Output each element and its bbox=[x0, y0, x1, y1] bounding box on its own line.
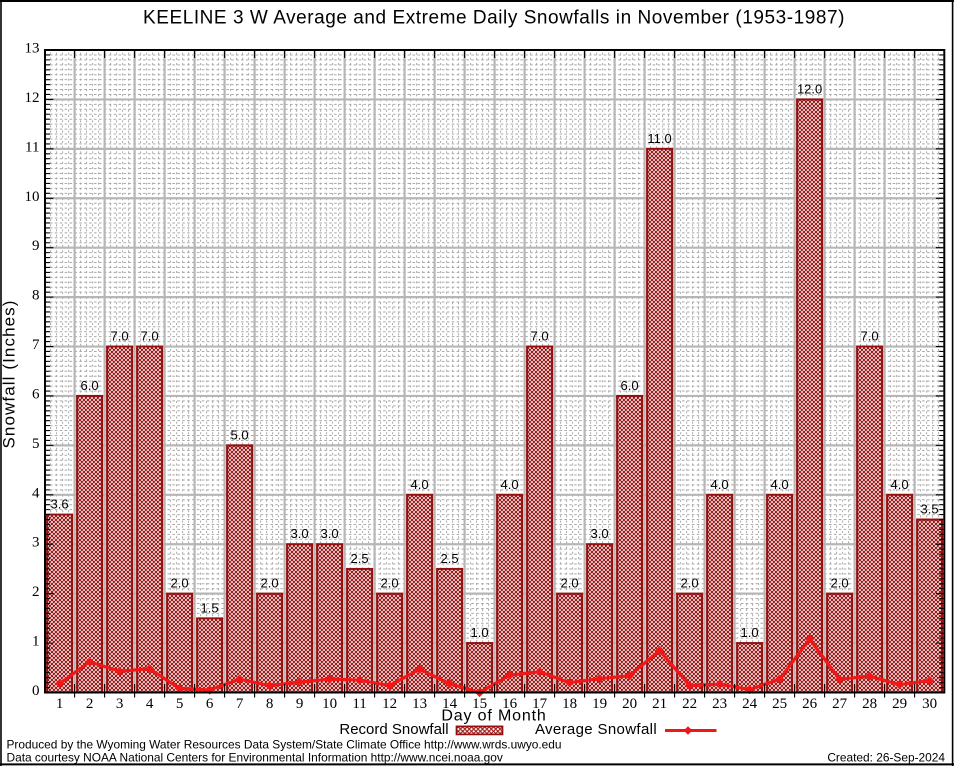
svg-text:5: 5 bbox=[32, 436, 40, 452]
svg-text:5.0: 5.0 bbox=[231, 427, 249, 442]
svg-text:Produced by the Wyoming Water: Produced by the Wyoming Water Resources … bbox=[7, 738, 562, 752]
svg-text:1: 1 bbox=[32, 634, 40, 650]
svg-text:1.0: 1.0 bbox=[741, 625, 759, 640]
svg-text:3.6: 3.6 bbox=[51, 497, 69, 512]
svg-text:3.5: 3.5 bbox=[921, 502, 939, 517]
svg-text:7.0: 7.0 bbox=[531, 329, 549, 344]
svg-text:7: 7 bbox=[236, 696, 244, 712]
svg-text:30: 30 bbox=[922, 696, 937, 712]
svg-text:6: 6 bbox=[32, 386, 40, 402]
svg-text:20: 20 bbox=[622, 696, 637, 712]
svg-text:Data courtesy NOAA National Ce: Data courtesy NOAA National Centers for … bbox=[7, 751, 503, 765]
svg-text:6: 6 bbox=[206, 696, 214, 712]
svg-text:7.0: 7.0 bbox=[141, 329, 159, 344]
svg-text:2.0: 2.0 bbox=[561, 576, 579, 591]
svg-text:1.5: 1.5 bbox=[201, 600, 219, 615]
svg-text:8: 8 bbox=[266, 696, 274, 712]
svg-text:8: 8 bbox=[32, 288, 40, 304]
svg-text:4.0: 4.0 bbox=[501, 477, 519, 492]
svg-text:3.0: 3.0 bbox=[591, 526, 609, 541]
svg-text:7.0: 7.0 bbox=[861, 329, 879, 344]
svg-text:1.0: 1.0 bbox=[471, 625, 489, 640]
svg-text:11: 11 bbox=[25, 139, 39, 155]
svg-text:29: 29 bbox=[892, 696, 907, 712]
svg-text:Snowfall (Inches): Snowfall (Inches) bbox=[0, 299, 19, 448]
svg-text:14: 14 bbox=[442, 696, 458, 712]
svg-text:KEELINE 3 W Average and Extrem: KEELINE 3 W Average and Extreme Daily Sn… bbox=[143, 8, 845, 29]
svg-text:7.0: 7.0 bbox=[111, 329, 129, 344]
svg-text:2.5: 2.5 bbox=[351, 551, 369, 566]
svg-text:2.0: 2.0 bbox=[171, 576, 189, 591]
svg-text:18: 18 bbox=[562, 696, 577, 712]
svg-text:2.5: 2.5 bbox=[441, 551, 459, 566]
svg-text:4.0: 4.0 bbox=[891, 477, 909, 492]
svg-text:3: 3 bbox=[116, 696, 124, 712]
svg-text:28: 28 bbox=[862, 696, 877, 712]
svg-text:11: 11 bbox=[352, 696, 366, 712]
svg-text:2.0: 2.0 bbox=[681, 576, 699, 591]
svg-text:11.0: 11.0 bbox=[647, 131, 671, 146]
svg-text:Day of Month: Day of Month bbox=[441, 707, 546, 724]
svg-text:3.0: 3.0 bbox=[291, 526, 309, 541]
svg-text:26: 26 bbox=[802, 696, 818, 712]
svg-text:10: 10 bbox=[322, 696, 337, 712]
svg-text:4.0: 4.0 bbox=[411, 477, 429, 492]
svg-text:Average Snowfall: Average Snowfall bbox=[535, 721, 657, 738]
svg-text:5: 5 bbox=[176, 696, 184, 712]
svg-text:Record Snowfall: Record Snowfall bbox=[339, 721, 448, 738]
svg-text:13: 13 bbox=[25, 41, 40, 57]
svg-text:Created: 26-Sep-2024: Created: 26-Sep-2024 bbox=[827, 751, 945, 765]
svg-text:2: 2 bbox=[86, 696, 94, 712]
svg-text:9: 9 bbox=[32, 238, 40, 254]
svg-text:9: 9 bbox=[296, 696, 304, 712]
svg-text:12: 12 bbox=[382, 696, 397, 712]
svg-text:4.0: 4.0 bbox=[771, 477, 789, 492]
svg-text:12: 12 bbox=[25, 90, 40, 106]
svg-text:3.0: 3.0 bbox=[321, 526, 339, 541]
svg-text:25: 25 bbox=[772, 696, 787, 712]
svg-text:2.0: 2.0 bbox=[381, 576, 399, 591]
svg-text:2.0: 2.0 bbox=[831, 576, 849, 591]
svg-text:2.0: 2.0 bbox=[261, 576, 279, 591]
svg-text:6.0: 6.0 bbox=[81, 378, 99, 393]
svg-text:6.0: 6.0 bbox=[621, 378, 639, 393]
svg-text:24: 24 bbox=[742, 696, 758, 712]
svg-text:3: 3 bbox=[32, 535, 40, 551]
svg-text:27: 27 bbox=[832, 696, 848, 712]
svg-text:12.0: 12.0 bbox=[797, 81, 822, 96]
svg-text:23: 23 bbox=[712, 696, 727, 712]
svg-text:13: 13 bbox=[412, 696, 427, 712]
svg-text:21: 21 bbox=[652, 696, 667, 712]
svg-text:10: 10 bbox=[25, 189, 40, 205]
svg-text:0: 0 bbox=[32, 683, 40, 699]
svg-text:2: 2 bbox=[32, 584, 40, 600]
svg-text:15: 15 bbox=[472, 696, 487, 712]
svg-text:19: 19 bbox=[592, 696, 607, 712]
svg-text:4: 4 bbox=[146, 696, 154, 712]
svg-text:4.0: 4.0 bbox=[711, 477, 729, 492]
svg-text:16: 16 bbox=[502, 696, 518, 712]
svg-text:1: 1 bbox=[56, 696, 64, 712]
svg-text:17: 17 bbox=[532, 696, 548, 712]
svg-text:7: 7 bbox=[32, 337, 40, 353]
svg-text:4: 4 bbox=[32, 485, 40, 501]
svg-text:22: 22 bbox=[682, 696, 697, 712]
